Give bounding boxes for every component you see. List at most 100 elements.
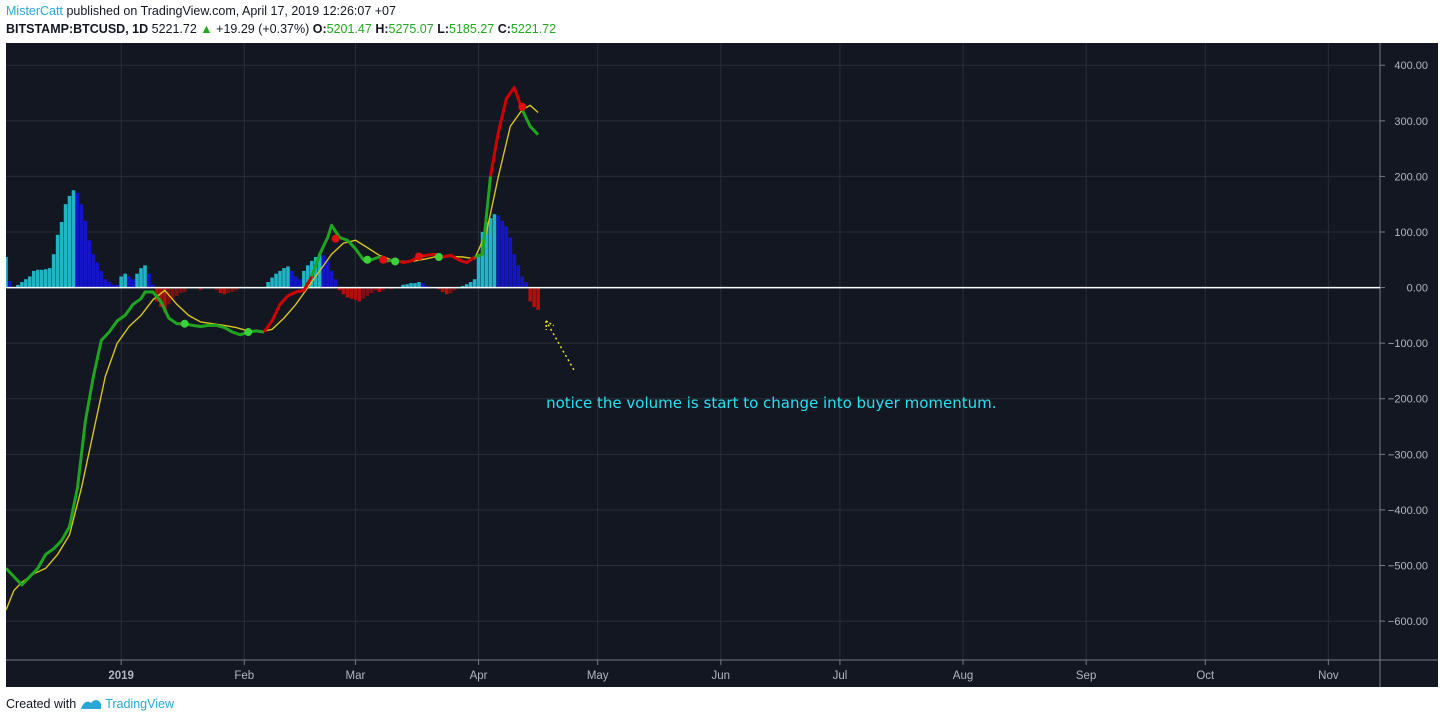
histogram-bar [24, 279, 28, 288]
histogram-bar [174, 287, 179, 296]
histogram-bar [460, 285, 465, 288]
y-tick-label: −600.00 [1388, 616, 1428, 628]
histogram-bar [381, 287, 386, 291]
histogram-bar [20, 282, 24, 288]
indicator-chart[interactable]: 400.00 300.00 200.00 100.00 0.00 −100.00 −200.… [6, 43, 1438, 687]
histogram-bar [103, 279, 108, 288]
histogram-bar [441, 287, 445, 293]
annotation-text: notice the volume is start to change int… [546, 394, 996, 412]
histogram-bar [373, 287, 378, 291]
histogram-bar [425, 285, 429, 288]
histogram-bar [329, 270, 334, 288]
histogram-bar [178, 287, 183, 294]
histogram-bar [472, 279, 477, 288]
histogram-bar [480, 231, 485, 288]
histogram-bar [170, 287, 175, 299]
histogram-bar [337, 287, 342, 291]
y-tick-label: −200.00 [1388, 394, 1428, 406]
histogram-bar [290, 270, 294, 288]
histogram-bar [298, 279, 302, 288]
symbol-label: BITSTAMP:BTCUSD, 1D [6, 22, 149, 36]
x-tick-label: Jun [712, 670, 731, 682]
histogram-bar [528, 287, 532, 302]
histogram-bar [286, 266, 290, 288]
histogram-bar [71, 190, 76, 288]
histogram-bar [409, 283, 413, 288]
price-change: +19.29 (+0.37%) [216, 22, 310, 36]
x-tick-label: 2019 [108, 670, 134, 682]
histogram-bar [63, 204, 68, 288]
histogram-bar [520, 276, 525, 288]
cross-marker [180, 319, 189, 328]
histogram-bar [516, 265, 521, 288]
x-tick-label: May [587, 670, 609, 682]
momentum-line-down [262, 275, 314, 333]
histogram-bar [143, 265, 147, 288]
histogram-bar [369, 287, 374, 294]
histogram-bar [389, 287, 393, 290]
open-value: 5201.47 [326, 22, 372, 36]
histogram-bar [532, 287, 536, 308]
histogram-bar [512, 254, 517, 288]
author-link[interactable]: MisterCatt [6, 4, 63, 18]
cross-marker [434, 253, 443, 262]
histogram-bar [500, 220, 505, 288]
histogram-bar [131, 279, 135, 288]
x-tick-label: Nov [1318, 670, 1339, 682]
y-tick-label: −300.00 [1388, 449, 1428, 461]
brand-label[interactable]: TradingView [105, 697, 174, 711]
histogram-bar [182, 287, 187, 293]
histogram-bar [357, 287, 362, 302]
histogram-bar [484, 221, 489, 288]
histogram-bar [306, 265, 310, 288]
histogram-bar [313, 257, 318, 288]
histogram-bar [32, 270, 36, 288]
momentum-line-down [394, 252, 476, 265]
histogram-bar [107, 282, 112, 288]
histogram-bar [127, 276, 131, 288]
x-tick-label: Mar [346, 670, 366, 682]
histogram-bar [135, 273, 139, 288]
histogram-bar [496, 215, 501, 288]
x-tick-label: Oct [1196, 670, 1215, 682]
histogram-bar [365, 287, 370, 296]
y-tick-label: 0.00 [1407, 283, 1428, 295]
histogram-bar [163, 287, 167, 313]
histogram-bar [59, 221, 64, 288]
up-arrow-icon: ▲ [200, 22, 213, 36]
tradingview-logo-icon [81, 700, 102, 709]
histogram-bar [95, 262, 100, 288]
tradingview-link[interactable]: TradingView [80, 697, 174, 711]
histogram-bar [28, 276, 32, 288]
histogram-bar [51, 254, 56, 288]
histogram-bar [504, 226, 509, 288]
x-tick-label: Sep [1076, 670, 1096, 682]
high-value: 5275.07 [388, 22, 434, 36]
x-tick-label: Apr [470, 670, 488, 682]
published-text: published on TradingView.com, April 17, … [66, 4, 396, 18]
open-label: O: [312, 22, 327, 36]
footer: Created with TradingView [6, 697, 174, 711]
momentum-line-up [520, 109, 540, 136]
close-value: 5221.72 [510, 22, 557, 36]
y-tick-label: 300.00 [1394, 116, 1428, 128]
histogram-bar [401, 284, 405, 288]
histogram-bar [39, 269, 44, 288]
y-tick-label: 400.00 [1394, 60, 1428, 72]
histogram-bar [345, 287, 350, 298]
histogram-bar [198, 287, 203, 291]
histogram-bar [119, 276, 123, 288]
cross-marker [414, 252, 423, 261]
histogram-bar [159, 287, 163, 308]
cross-marker [391, 257, 400, 266]
histogram-bar [468, 282, 473, 288]
x-tick-label: Aug [953, 670, 973, 682]
annotation-arrow [545, 320, 575, 371]
chart-background [6, 43, 1438, 687]
histogram-bar [222, 287, 227, 295]
high-label: H: [375, 22, 389, 36]
histogram-bar [55, 234, 60, 288]
publish-info: MisterCatt published on TradingView.com,… [6, 3, 396, 20]
histogram-bar [6, 257, 8, 288]
histogram-bar [123, 273, 127, 288]
